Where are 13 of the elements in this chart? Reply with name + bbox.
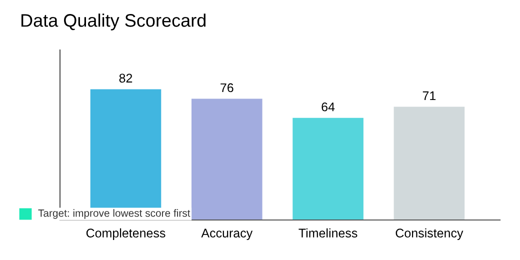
chart-title: Data Quality Scorecard	[21, 14, 206, 30]
annotation: Target: improve lowest score first	[38, 209, 190, 219]
data-label: 82	[119, 74, 132, 83]
data-label: 64	[322, 102, 335, 112]
bar	[394, 106, 465, 220]
data-label: 71	[422, 91, 436, 100]
data-label: 76	[220, 83, 234, 92]
bar	[191, 98, 262, 220]
bar	[292, 118, 364, 220]
x-tick-label: Timeliness	[298, 228, 358, 238]
x-tick-label: Consistency	[396, 228, 464, 240]
x-tick-label: Completeness	[86, 228, 166, 240]
x-tick-label: Accuracy	[201, 228, 253, 240]
